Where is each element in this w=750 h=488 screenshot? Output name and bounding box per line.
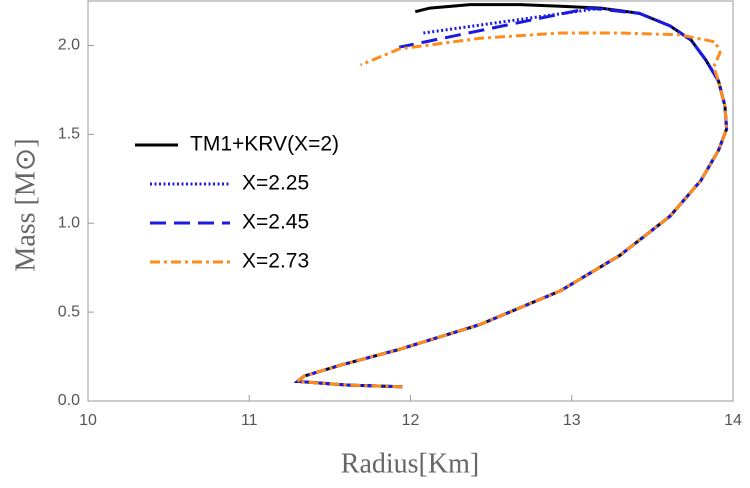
- y-tick-label: 1.5: [58, 126, 80, 143]
- legend-label: X=2.73: [242, 250, 309, 273]
- x-tick-label: 11: [241, 412, 258, 429]
- x-tick-label: 12: [402, 412, 420, 429]
- legend-label: TM1+KRV(X=2): [190, 133, 339, 156]
- y-tick-label: 0.5: [58, 303, 80, 320]
- legend-label: X=2.45: [242, 211, 309, 234]
- series-line: [293, 31, 729, 389]
- y-tick-label: 2.0: [58, 37, 80, 54]
- y-axis-label: Mass [M⊙]: [10, 138, 41, 271]
- plot-frame: [87, 0, 734, 402]
- series-line: [293, 3, 729, 389]
- series-line: [293, 6, 729, 389]
- y-tick-label: 1.0: [58, 214, 80, 231]
- y-tick-label: 0.0: [58, 392, 80, 409]
- x-tick-label: 10: [79, 412, 97, 429]
- x-tick-label: 14: [724, 412, 742, 429]
- x-axis-label: Radius[Km]: [341, 448, 479, 479]
- legend-label: X=2.25: [242, 172, 309, 195]
- x-tick-label: 13: [563, 412, 581, 429]
